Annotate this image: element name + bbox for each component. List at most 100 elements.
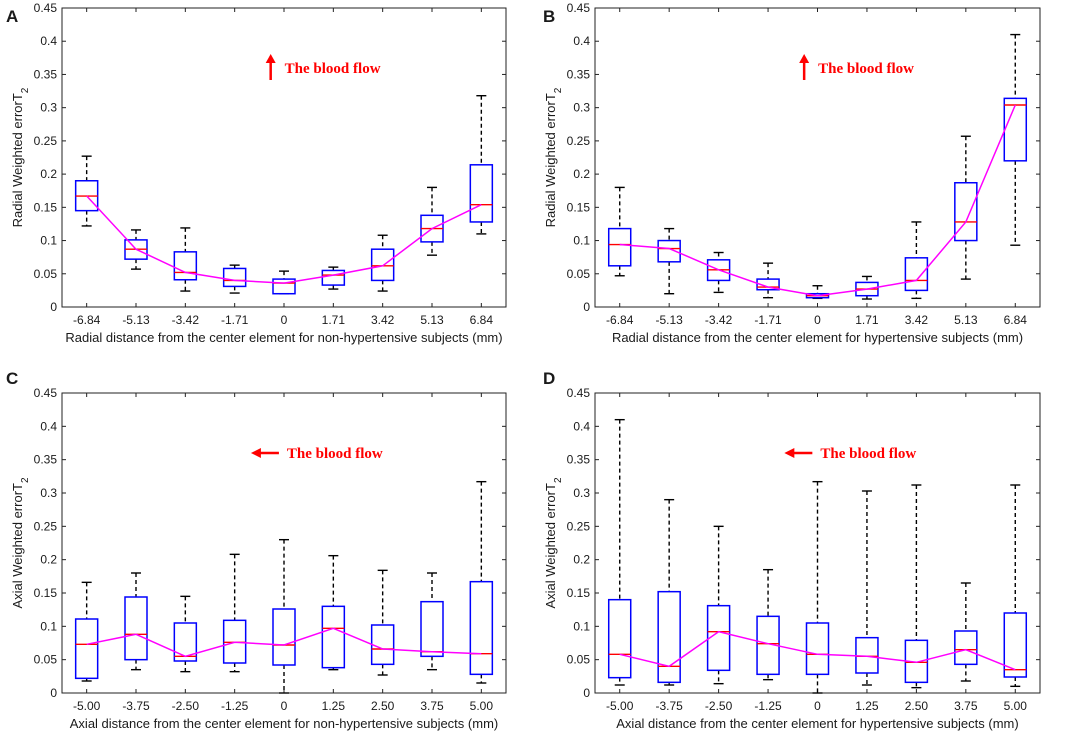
x-tick-label: -3.42 bbox=[172, 313, 200, 327]
iqr-box bbox=[420, 600, 444, 658]
median-trend-line bbox=[86, 627, 482, 658]
y-axis-title-main: Radial Weighted errorT bbox=[10, 93, 25, 227]
y-tick-label: 0.05 bbox=[34, 267, 58, 281]
flow-label: The blood flow bbox=[818, 61, 914, 77]
iqr-box bbox=[272, 608, 296, 666]
y-axis-title-main: Axial Weighted errorT bbox=[543, 483, 558, 609]
y-tick-label: 0.3 bbox=[573, 101, 590, 115]
x-tick-label: 6.84 bbox=[470, 313, 494, 327]
y-tick-label: 0.1 bbox=[40, 234, 57, 248]
x-tick-label: -3.75 bbox=[655, 699, 683, 713]
iqr-box bbox=[173, 622, 198, 662]
box-0 bbox=[74, 155, 99, 227]
iqr-box bbox=[756, 278, 780, 291]
flow-arrow-head bbox=[799, 54, 810, 63]
box-8 bbox=[469, 480, 494, 684]
flow-label: The blood flow bbox=[285, 61, 381, 77]
y-tick-label: 0.45 bbox=[567, 386, 591, 400]
iqr-box bbox=[607, 598, 632, 679]
y-tick-label: 0.15 bbox=[34, 586, 58, 600]
x-tick-label: -5.13 bbox=[122, 313, 150, 327]
box-6 bbox=[370, 234, 395, 292]
iqr-box bbox=[607, 227, 632, 267]
panel-b: B 0 0.05 0.1 0.15 0.2 0.25 0.3 0.35 0.4 0.45 -6.84 -… bbox=[543, 1, 1041, 345]
y-tick-label: 0.35 bbox=[567, 67, 591, 81]
box-5 bbox=[321, 554, 346, 671]
median-trend-line bbox=[619, 104, 1016, 297]
blood-flow-annotation: The blood flow bbox=[250, 446, 383, 462]
y-tick-label: 0.05 bbox=[34, 653, 58, 667]
box-3 bbox=[222, 553, 247, 673]
flow-arrow-head bbox=[784, 448, 795, 458]
flow-label: The blood flow bbox=[287, 446, 383, 462]
y-tick-label: 0.05 bbox=[567, 267, 591, 281]
x-tick-label: 2.50 bbox=[905, 699, 929, 713]
flow-arrow-head bbox=[250, 448, 261, 458]
panel-a: A 0 0.05 0.1 0.15 0.2 0.25 0.3 0.35 0.4 0.45 -6.84 -… bbox=[6, 1, 507, 345]
panel-d: D 0 0.05 0.1 0.15 0.2 0.25 0.3 0.35 0.4 0.45 -5.00 -… bbox=[543, 369, 1041, 731]
y-tick-label: 0.4 bbox=[573, 419, 590, 433]
iqr-box bbox=[124, 596, 148, 661]
x-tick-label: -6.84 bbox=[73, 313, 101, 327]
y-tick-label: 0.1 bbox=[40, 619, 57, 633]
y-tick-label: 0.2 bbox=[40, 553, 57, 567]
iqr-box bbox=[954, 630, 978, 666]
plot-frame bbox=[61, 7, 507, 308]
y-tick-label: 0.2 bbox=[573, 553, 590, 567]
box-7 bbox=[420, 572, 444, 671]
box-8 bbox=[469, 95, 494, 235]
x-tick-label: 0 bbox=[814, 313, 821, 327]
y-tick-label: 0.25 bbox=[34, 519, 58, 533]
iqr-box bbox=[222, 267, 247, 288]
iqr-box bbox=[904, 257, 929, 292]
iqr-box bbox=[805, 622, 830, 676]
y-axis-title-subscript: 2 bbox=[553, 477, 564, 483]
iqr-box bbox=[706, 604, 731, 672]
box-2 bbox=[173, 595, 198, 673]
y-tick-label: 0.45 bbox=[34, 386, 58, 400]
y-tick-label: 0.05 bbox=[567, 653, 591, 667]
box-2 bbox=[173, 227, 198, 292]
y-tick-label: 0.35 bbox=[34, 453, 58, 467]
iqr-box bbox=[370, 624, 395, 666]
y-axis-title-subscript: 2 bbox=[20, 87, 31, 93]
iqr-box bbox=[469, 580, 494, 676]
y-axis-title-main: Axial Weighted errorT bbox=[10, 483, 25, 609]
blood-flow-annotation: The blood flow bbox=[799, 54, 914, 80]
y-tick-label: 0 bbox=[50, 300, 57, 314]
x-axis-title: Axial distance from the center element f… bbox=[70, 716, 498, 731]
box-7 bbox=[954, 582, 978, 682]
y-axis-title-subscript: 2 bbox=[553, 87, 564, 93]
iqr-box bbox=[321, 605, 346, 669]
panel-letter: C bbox=[6, 369, 18, 388]
iqr-box bbox=[370, 248, 395, 282]
x-tick-label: 5.00 bbox=[1004, 699, 1028, 713]
iqr-box bbox=[954, 181, 978, 242]
x-tick-label: -5.00 bbox=[606, 699, 634, 713]
flow-arrow-head bbox=[265, 54, 276, 63]
x-tick-label: -6.84 bbox=[606, 313, 634, 327]
y-tick-label: 0.25 bbox=[567, 519, 591, 533]
box-0 bbox=[74, 581, 99, 682]
iqr-box bbox=[1003, 612, 1028, 678]
box-0 bbox=[607, 186, 632, 277]
x-tick-label: 0 bbox=[814, 699, 821, 713]
x-tick-label: 0 bbox=[281, 313, 288, 327]
iqr-box bbox=[469, 164, 494, 223]
y-tick-label: 0.25 bbox=[34, 134, 58, 148]
median-trend-line bbox=[86, 195, 482, 284]
x-tick-label: -5.00 bbox=[73, 699, 101, 713]
y-tick-label: 0.15 bbox=[567, 586, 591, 600]
y-tick-label: 0.4 bbox=[40, 419, 57, 433]
y-tick-label: 0.4 bbox=[40, 34, 57, 48]
y-tick-label: 0.1 bbox=[573, 619, 590, 633]
x-tick-label: 5.00 bbox=[470, 699, 494, 713]
median-trend-line bbox=[619, 630, 1016, 671]
y-tick-label: 0.15 bbox=[34, 200, 58, 214]
iqr-box bbox=[1003, 97, 1028, 162]
box-1 bbox=[124, 572, 148, 671]
x-axis-title: Radial distance from the center element … bbox=[612, 330, 1023, 345]
box-7 bbox=[420, 186, 444, 256]
y-tick-label: 0.3 bbox=[40, 486, 57, 500]
